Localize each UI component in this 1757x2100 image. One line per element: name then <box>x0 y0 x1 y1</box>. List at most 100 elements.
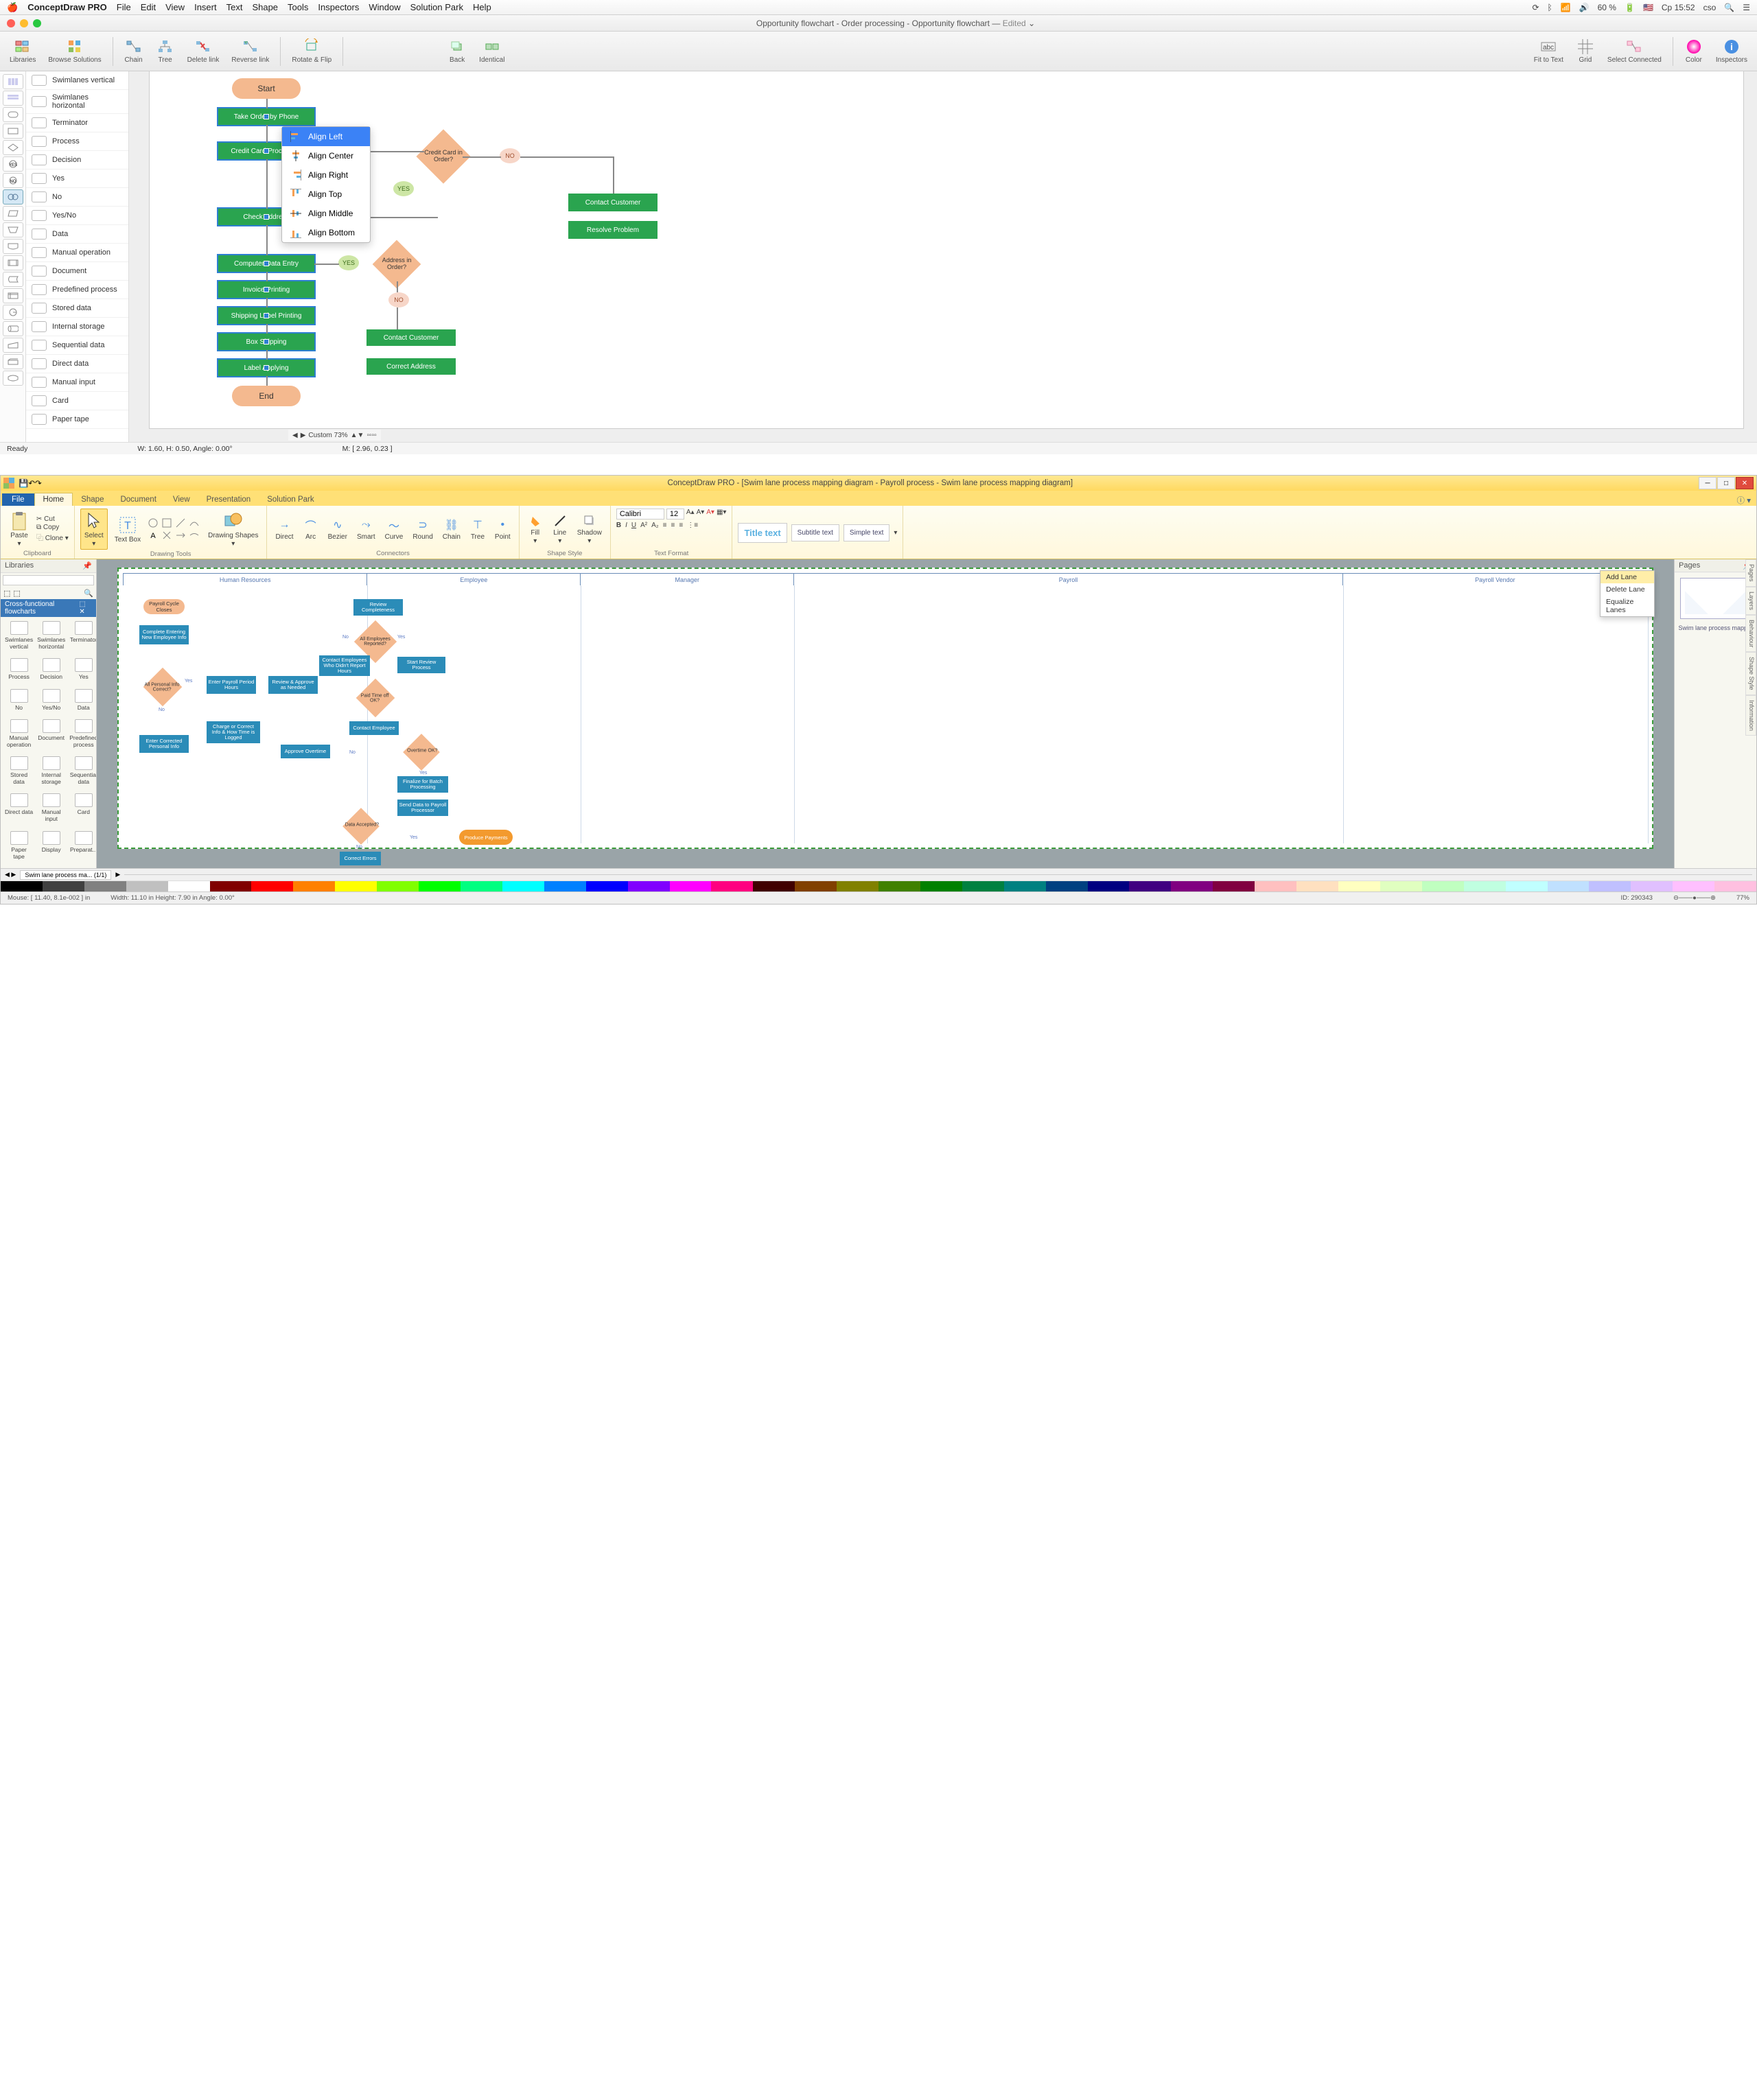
lib-item[interactable]: Card <box>68 792 96 828</box>
palette-btn[interactable] <box>3 91 23 106</box>
flowchart-start[interactable]: Start <box>232 78 301 99</box>
palette-btn[interactable]: NO <box>3 173 23 188</box>
edited-indicator[interactable]: Edited <box>1003 19 1026 28</box>
align-left-item[interactable]: Align Left <box>282 127 370 146</box>
align-top-item[interactable]: Align Top <box>282 185 370 204</box>
flowchart-proc[interactable]: Contact Customer <box>366 329 456 346</box>
flowchart-proc[interactable]: Approve Overtime <box>281 745 330 758</box>
color-swatch[interactable] <box>1046 881 1088 891</box>
drawing-tools-grid[interactable]: A <box>148 517 201 541</box>
libraries-button[interactable]: Libraries <box>5 37 40 65</box>
flowchart-proc[interactable]: Shipping Label Printing <box>218 307 314 324</box>
flowchart-dec[interactable]: Paid Time off OK? <box>356 679 395 718</box>
lib-item[interactable]: Process <box>3 657 34 686</box>
equalize-lanes-item[interactable]: Equalize Lanes <box>1601 596 1654 616</box>
color-swatch[interactable] <box>419 881 461 891</box>
color-swatch[interactable] <box>1129 881 1171 891</box>
search-icon[interactable]: 🔍 <box>84 589 93 598</box>
flowchart-lbl[interactable]: No <box>159 708 165 712</box>
shape-item[interactable]: Document <box>26 262 128 281</box>
connector-point[interactable]: •Point <box>492 516 513 542</box>
color-swatch[interactable] <box>878 881 920 891</box>
lib-item[interactable]: Yes <box>68 657 96 686</box>
color-swatch[interactable] <box>586 881 628 891</box>
color-swatch[interactable] <box>1088 881 1130 891</box>
color-swatch[interactable] <box>1673 881 1714 891</box>
flowchart-lbl[interactable]: No <box>356 845 362 850</box>
palette-btn[interactable] <box>3 255 23 270</box>
palette-btn[interactable] <box>3 239 23 254</box>
shape-item[interactable]: Manual operation <box>26 244 128 262</box>
grow-font-icon[interactable]: A▴ <box>686 509 695 520</box>
flag-icon[interactable]: 🇺🇸 <box>1643 3 1653 12</box>
connector-tree[interactable]: ⊤Tree <box>467 516 488 542</box>
lib-item[interactable]: Paper tape <box>3 830 34 865</box>
lib-item[interactable]: Direct data <box>3 792 34 828</box>
menu-inspectors[interactable]: Inspectors <box>318 2 359 12</box>
lib-item[interactable]: No <box>3 688 34 716</box>
color-swatch[interactable] <box>711 881 753 891</box>
flowchart-no[interactable]: NO <box>388 292 409 307</box>
shrink-font-icon[interactable]: A▾ <box>697 509 705 520</box>
select-button[interactable]: Select▾ <box>80 509 108 550</box>
menu-view[interactable]: View <box>165 2 185 12</box>
lib-item[interactable]: Display <box>36 830 67 865</box>
color-swatch[interactable] <box>1464 881 1506 891</box>
grid-button[interactable]: Grid <box>1572 37 1599 65</box>
close-window-button[interactable] <box>7 19 15 27</box>
zoom-window-button[interactable] <box>33 19 41 27</box>
flowchart-no[interactable]: NO <box>500 148 520 163</box>
library-search[interactable] <box>3 575 94 585</box>
flowchart-proc[interactable]: Finalize for Batch Processing <box>397 776 448 793</box>
flowchart-proc[interactable]: Contact Customer <box>568 194 658 211</box>
color-swatch[interactable] <box>251 881 293 891</box>
flowchart-lbl[interactable]: No <box>349 750 356 755</box>
shape-item[interactable]: Sequential data <box>26 336 128 355</box>
tree-button[interactable]: Tree <box>152 37 179 65</box>
palette-btn[interactable] <box>3 189 23 205</box>
lib-nav-icon[interactable]: ⬚ <box>3 589 10 598</box>
palette-btn[interactable]: YES <box>3 156 23 172</box>
bold-button[interactable]: B <box>616 522 621 529</box>
palette-btn[interactable] <box>3 354 23 369</box>
swimlane-header[interactable]: Human Resources <box>124 574 367 585</box>
shape-item[interactable]: Stored data <box>26 299 128 318</box>
menu-shape[interactable]: Shape <box>252 2 278 12</box>
flowchart-proc[interactable]: Review Completeness <box>353 599 403 616</box>
qat-redo-icon[interactable]: ↷ <box>35 478 42 488</box>
identical-button[interactable]: Identical <box>475 37 509 65</box>
flowchart-proc[interactable]: Computer Data Entry <box>218 255 314 272</box>
swimlane-header[interactable]: Manager <box>581 574 794 585</box>
lib-nav-icon[interactable]: ⬚ <box>13 589 20 598</box>
italic-button[interactable]: I <box>625 522 627 529</box>
lib-item[interactable]: Internal storage <box>36 755 67 791</box>
lib-item[interactable]: Yes/No <box>36 688 67 716</box>
color-swatch[interactable] <box>1631 881 1673 891</box>
add-lane-item[interactable]: Add Lane <box>1601 571 1654 583</box>
win-pages-panel[interactable]: Pages 📌 Swim lane process mapp... PagesL… <box>1674 559 1756 868</box>
fit-to-text-button[interactable]: abcFit to Text <box>1530 37 1568 65</box>
cut-button[interactable]: ✂ Cut <box>36 515 69 523</box>
color-swatch[interactable] <box>670 881 712 891</box>
back-button[interactable]: Back <box>443 37 471 65</box>
lib-item[interactable]: Preparat... <box>68 830 96 865</box>
color-swatch[interactable] <box>210 881 252 891</box>
superscript-button[interactable]: A² <box>640 522 647 529</box>
font-family-combo[interactable] <box>616 509 664 520</box>
maximize-button[interactable]: □ <box>1717 477 1735 489</box>
text-box-button[interactable]: TText Box <box>112 513 143 545</box>
zoom-slider[interactable]: ⊖───●───⊕ <box>1673 894 1716 902</box>
menu-icon[interactable]: ☰ <box>1743 3 1750 12</box>
mac-shapes-list[interactable]: Swimlanes verticalSwimlanes horizontalTe… <box>26 71 129 442</box>
lib-item[interactable]: Sequential data <box>68 755 96 791</box>
color-swatch[interactable] <box>795 881 837 891</box>
line-button[interactable]: Line▾ <box>550 512 570 546</box>
palette-btn[interactable] <box>3 288 23 303</box>
rotate-flip-button[interactable]: Rotate & Flip <box>288 37 336 65</box>
flowchart-proc[interactable]: Complete Entering New Employee Info <box>139 625 189 644</box>
battery-icon[interactable]: 🔋 <box>1625 3 1635 12</box>
win-canvas[interactable]: Human ResourcesEmployeeManagerPayrollPay… <box>97 559 1674 868</box>
paste-button[interactable]: Paste▾ <box>6 509 32 549</box>
library-category[interactable]: Cross-functional flowcharts⬚ ✕ <box>1 599 96 617</box>
shape-item[interactable]: Direct data <box>26 355 128 373</box>
